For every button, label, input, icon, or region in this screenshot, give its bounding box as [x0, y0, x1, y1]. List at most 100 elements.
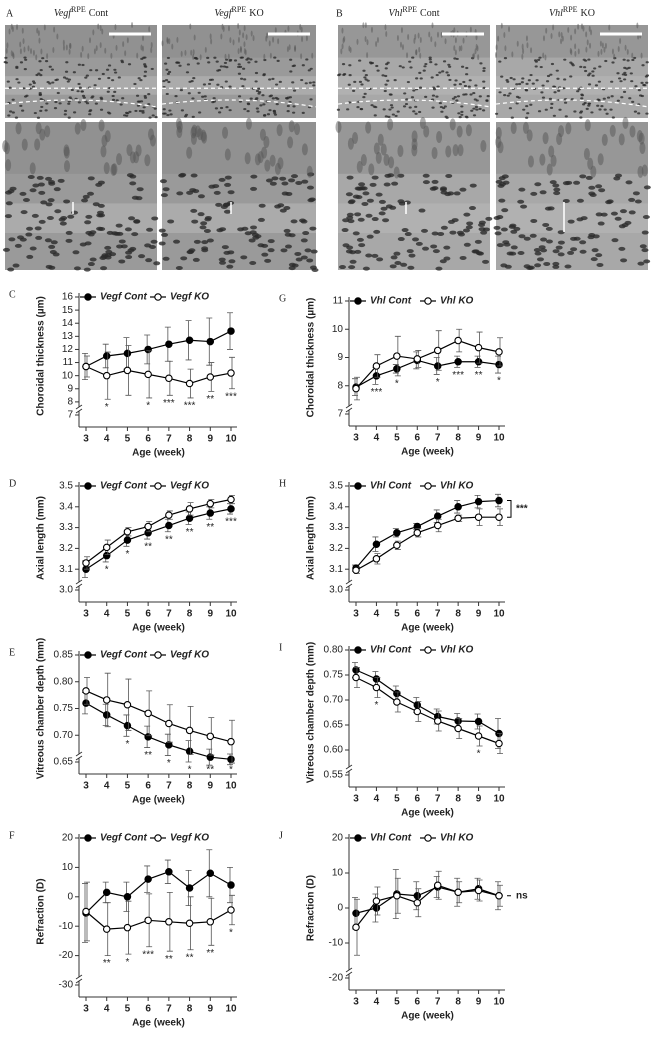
- x-tick-label: 10: [493, 433, 505, 444]
- x-axis-label: Age (week): [132, 795, 185, 806]
- significance-label: *: [395, 379, 399, 390]
- data-point: [123, 349, 132, 358]
- data-point: [454, 514, 462, 522]
- cell: [503, 32, 506, 39]
- x-tick-label: 10: [225, 781, 237, 792]
- y-tick-label: 0.60: [324, 745, 344, 756]
- nucleus: [466, 221, 474, 226]
- cell: [244, 152, 251, 165]
- nucleus: [302, 231, 310, 236]
- y-axis-label: Choroidal thickness (µm): [306, 298, 317, 418]
- nucleus: [37, 72, 41, 75]
- nucleus: [622, 58, 626, 61]
- nucleus: [257, 92, 261, 95]
- nucleus: [48, 179, 56, 184]
- cell: [126, 37, 129, 44]
- data-point: [206, 732, 215, 741]
- nucleus: [398, 65, 402, 68]
- nucleus: [523, 236, 531, 241]
- nucleus: [352, 231, 360, 236]
- nucleus: [422, 246, 430, 251]
- nucleus: [32, 183, 40, 188]
- y-tick-label: 0: [67, 891, 73, 902]
- nucleus: [255, 107, 259, 110]
- cell: [497, 141, 504, 154]
- nucleus: [628, 197, 636, 202]
- nucleus: [525, 116, 529, 119]
- nucleus: [166, 113, 170, 117]
- nucleus: [375, 192, 383, 197]
- nucleus: [238, 100, 243, 103]
- data-point: [433, 362, 442, 370]
- nucleus: [134, 109, 138, 113]
- gene-name: Vhl: [549, 8, 563, 19]
- x-tick-label: 6: [145, 609, 151, 620]
- data-point: [123, 923, 132, 932]
- data-point: [433, 346, 442, 355]
- nucleus: [365, 213, 373, 218]
- nucleus: [254, 71, 259, 75]
- nucleus: [349, 250, 357, 255]
- cell: [300, 26, 303, 33]
- cell: [19, 48, 22, 55]
- nucleus: [210, 78, 214, 81]
- nucleus: [381, 74, 385, 77]
- nucleus: [570, 247, 578, 252]
- y-tick-label: 9: [337, 352, 343, 363]
- nucleus: [300, 255, 308, 260]
- x-tick-label: 4: [104, 609, 110, 620]
- cell: [601, 42, 604, 49]
- nucleus: [464, 93, 468, 96]
- nucleus: [12, 263, 20, 268]
- nucleus: [191, 115, 195, 118]
- cell: [417, 32, 420, 39]
- nucleus: [580, 94, 585, 97]
- legend-label: Vegf Cont: [100, 833, 148, 844]
- data-point: [144, 522, 152, 531]
- nucleus: [274, 83, 279, 86]
- cell: [341, 27, 344, 34]
- nucleus: [100, 254, 108, 259]
- cell: [583, 147, 590, 160]
- cell: [530, 47, 533, 54]
- x-tick-label: 10: [493, 794, 505, 805]
- nucleus: [193, 239, 201, 244]
- nucleus: [412, 237, 420, 242]
- nucleus: [179, 172, 187, 177]
- nucleus: [375, 64, 379, 68]
- nucleus: [166, 72, 170, 75]
- cell: [577, 48, 580, 55]
- cell: [243, 25, 246, 32]
- y-tick-label: 3.0: [329, 585, 343, 596]
- cell: [475, 34, 478, 41]
- nucleus: [623, 71, 627, 74]
- gene-name: Vhl: [388, 8, 402, 19]
- nucleus: [579, 249, 587, 254]
- nucleus: [19, 61, 24, 64]
- nucleus: [147, 103, 151, 106]
- nucleus: [431, 94, 436, 97]
- nucleus: [462, 80, 466, 84]
- nucleus: [403, 92, 407, 95]
- nucleus: [295, 180, 303, 185]
- y-tick-label: 3.2: [329, 543, 343, 554]
- data-point: [165, 918, 173, 926]
- cell: [294, 123, 301, 136]
- nucleus: [444, 192, 452, 197]
- x-tick-label: 9: [208, 781, 214, 792]
- nucleus: [406, 80, 410, 84]
- nucleus: [553, 187, 561, 192]
- nucleus: [584, 69, 588, 73]
- nucleus: [140, 57, 144, 60]
- nucleus: [547, 206, 555, 211]
- nucleus: [36, 175, 44, 180]
- legend-label: Vhl Cont: [370, 833, 412, 844]
- data-point: [227, 881, 235, 889]
- y-tick-label: 15: [62, 305, 74, 316]
- nucleus: [115, 99, 119, 102]
- data-point: [372, 904, 381, 912]
- cell: [142, 35, 145, 42]
- nucleus: [418, 71, 422, 74]
- nucleus: [147, 93, 151, 96]
- nucleus: [385, 63, 389, 66]
